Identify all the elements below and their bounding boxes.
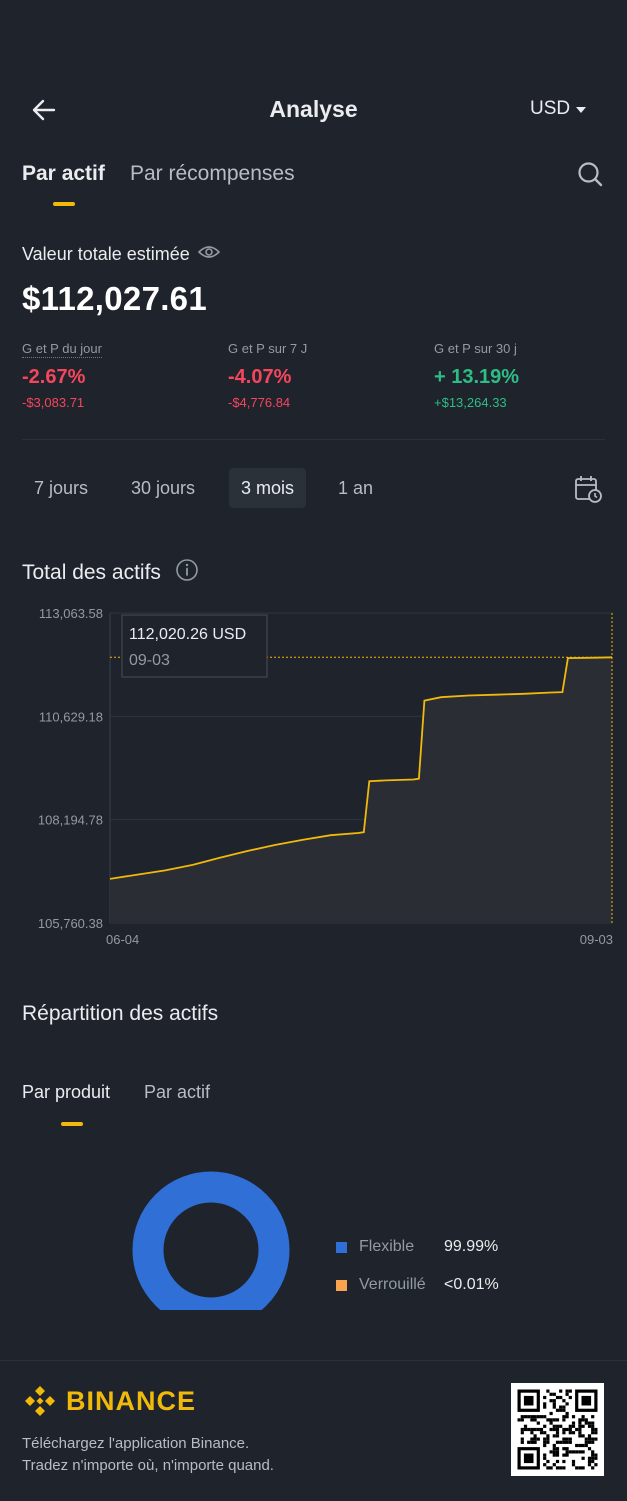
y-tick-label: 110,629.18: [39, 709, 103, 724]
legend-value: <0.01%: [444, 1276, 499, 1293]
x-tick-label: 09-03: [580, 932, 613, 947]
pnl-7d: G et P sur 7 J -4.07% -$4,776.84: [228, 340, 307, 410]
qr-code: [511, 1383, 604, 1476]
donut-slice-flexible: [132, 1171, 290, 1310]
footer-line-1: Téléchargez l'application Binance.: [22, 1435, 250, 1452]
y-tick-label: 105,760.38: [38, 916, 103, 931]
range-1-an[interactable]: 1 an: [338, 478, 374, 498]
legend-name: Flexible: [359, 1238, 415, 1255]
pnl-day: G et P du jour -2.67% -$3,083.71: [22, 340, 102, 410]
x-tick-label: 06-04: [106, 932, 139, 947]
footer-tagline: Téléchargez l'application Binance. Trade…: [22, 1433, 274, 1477]
legend-name: Verrouillé: [359, 1276, 426, 1293]
pnl-30d-pct: + 13.19%: [434, 366, 520, 388]
currency-label: USD: [530, 98, 571, 119]
info-icon[interactable]: [175, 558, 199, 588]
pnl-7d-abs: -$4,776.84: [228, 395, 291, 410]
total-value: $112,027.61: [22, 280, 207, 317]
binance-logo-icon: [25, 1386, 55, 1416]
range-7-jours[interactable]: 7 jours: [34, 478, 89, 498]
legend-item-flexible: Flexible 99.99%: [336, 1238, 498, 1256]
pnl-day-abs: -$3,083.71: [22, 395, 85, 410]
legend-value: 99.99%: [444, 1238, 499, 1255]
tab-par-recompenses[interactable]: Par récompenses: [130, 162, 295, 185]
pnl-30d-abs: +$13,264.33: [434, 395, 507, 410]
tooltip-box: [121, 614, 268, 678]
chart-section-header: Total des actifs: [22, 558, 199, 588]
series-line: [109, 656, 613, 880]
allocation-donut-chart: [132, 1171, 290, 1310]
range-3-mois[interactable]: 3 mois: [229, 468, 307, 508]
pnl-30d: G et P sur 30 j + 13.19% +$13,264.33: [434, 340, 519, 410]
eye-icon[interactable]: [197, 244, 220, 265]
series-area: [110, 657, 612, 923]
chart-title: Total des actifs: [22, 561, 161, 584]
legend-item-verrouille: Verrouillé <0.01%: [336, 1276, 499, 1294]
search-icon[interactable]: [576, 160, 604, 188]
pnl-day-label[interactable]: G et P du jour: [22, 341, 102, 358]
tab-active-indicator: [53, 202, 75, 206]
tooltip-value: 112,020.26 USD: [129, 626, 246, 643]
back-arrow-icon[interactable]: [28, 96, 60, 124]
divider: [22, 439, 605, 440]
pnl-7d-pct: -4.07%: [228, 366, 292, 388]
calendar-icon[interactable]: [573, 474, 603, 504]
page-title: Analyse: [269, 96, 358, 122]
tooltip-date: 09-03: [129, 652, 170, 669]
footer-line-2: Tradez n'importe où, n'importe quand.: [22, 1457, 274, 1474]
tab-par-produit[interactable]: Par produit: [22, 1082, 111, 1102]
tab-par-actif[interactable]: Par actif: [22, 162, 105, 185]
subtab-active-indicator: [61, 1122, 83, 1126]
pnl-day-pct: -2.67%: [22, 366, 86, 388]
y-tick-label: 108,194.78: [38, 813, 103, 828]
tab-par-actif-allocation[interactable]: Par actif: [144, 1082, 211, 1102]
legend-swatch-verrouille: [336, 1279, 347, 1291]
allocation-title: Répartition des actifs: [22, 1002, 219, 1025]
currency-selector[interactable]: USD: [530, 98, 587, 120]
total-assets-chart[interactable]: 113,063.58 110,629.18 108,194.78 105,760.38…: [0, 590, 627, 960]
legend-swatch-flexible: [336, 1241, 347, 1253]
brand-name: BINANCE: [66, 1385, 197, 1416]
range-30-jours[interactable]: 30 jours: [131, 478, 196, 498]
y-tick-label: 113,063.58: [39, 606, 103, 621]
binance-logo[interactable]: BINANCE: [22, 1383, 196, 1419]
total-value-label: Valeur totale estimée: [22, 244, 190, 264]
caret-down-icon: [576, 98, 587, 120]
pnl-7d-label: G et P sur 7 J: [228, 341, 308, 356]
pnl-30d-label: G et P sur 30 j: [434, 341, 517, 356]
total-value-label-row: Valeur totale estimée: [22, 244, 220, 265]
